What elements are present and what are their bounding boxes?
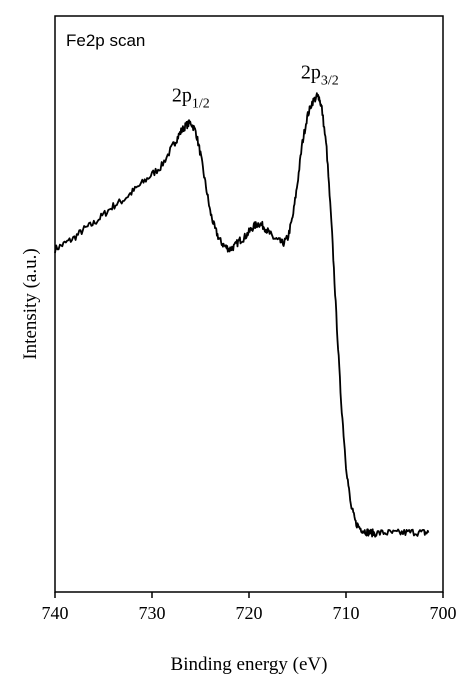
y-axis-title: Intensity (a.u.)	[20, 248, 41, 359]
fe2p-spectrum-line	[54, 92, 430, 538]
panel-label: Fe2p scan	[66, 31, 145, 50]
x-axis-title: Binding energy (eV)	[171, 654, 328, 675]
peak-label-2p32: 2p3/2	[301, 62, 339, 89]
x-axis-tick-labels: 740 730 720 710 700	[42, 603, 457, 623]
plot-frame	[54, 15, 444, 593]
x-tick-label: 730	[139, 603, 166, 623]
peak-label-2p12-base: 2p	[172, 85, 192, 107]
peak-label-2p32-base: 2p	[301, 62, 321, 84]
peak-label-2p12-sub: 1/2	[192, 97, 210, 112]
x-tick-label: 720	[236, 603, 263, 623]
peak-label-2p12: 2p1/2	[172, 85, 210, 112]
x-axis-ticks	[54, 592, 444, 598]
x-tick-label: 700	[430, 603, 457, 623]
x-tick-label: 710	[333, 603, 360, 623]
peak-label-2p32-sub: 3/2	[321, 74, 339, 89]
x-tick-label: 740	[42, 603, 69, 623]
